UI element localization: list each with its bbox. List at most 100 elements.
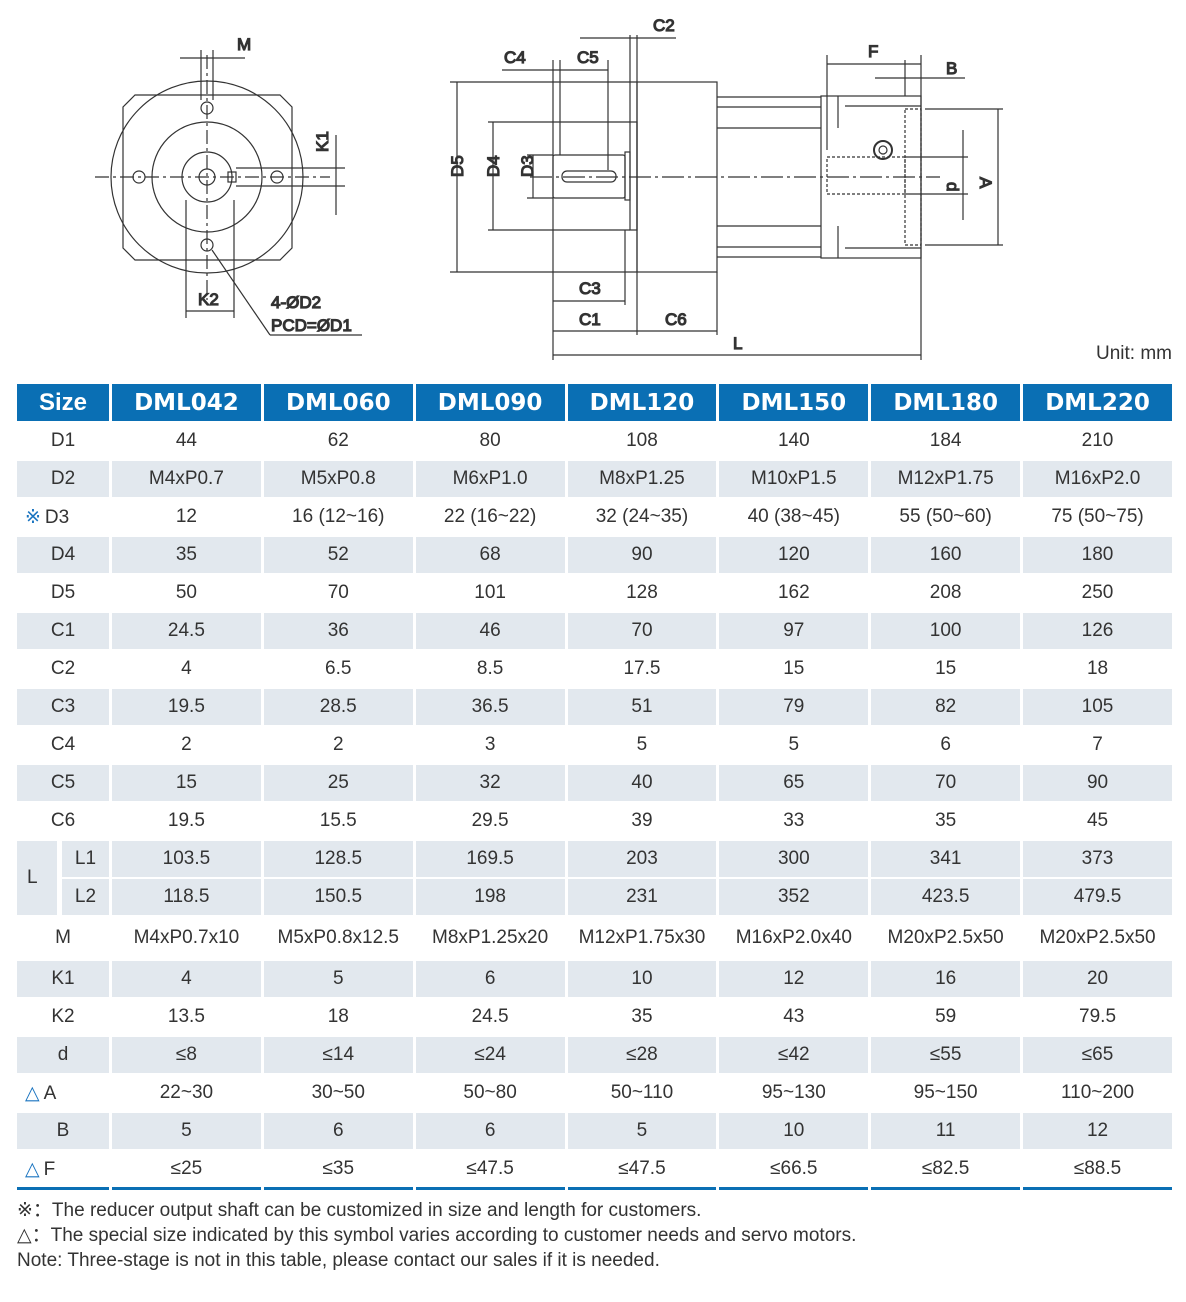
- table-cell: 82: [871, 689, 1021, 727]
- table-cell: 373: [1023, 841, 1172, 879]
- row-label: △ F: [17, 1151, 109, 1190]
- row-label: d: [17, 1037, 109, 1075]
- row-label-text: d: [57, 1044, 69, 1065]
- table-cell: 203: [567, 841, 717, 879]
- row-label: D1: [17, 423, 109, 461]
- row-label: D4: [17, 537, 109, 575]
- row-label-text: B: [56, 1120, 70, 1141]
- table-cell: 19.5: [112, 689, 261, 727]
- table-row: C1 24.5 36 46 70 97 100 126: [17, 613, 1172, 651]
- table-cell: 140: [719, 423, 869, 461]
- table-cell: 70: [871, 765, 1021, 803]
- row-label: C2: [17, 651, 109, 689]
- table-cell: M16xP2.0: [1023, 461, 1172, 499]
- table-cell: M5xP0.8x12.5: [263, 917, 413, 961]
- table-cell: 95~150: [871, 1075, 1021, 1113]
- table-cell: M10xP1.5: [719, 461, 869, 499]
- table-cell: 28.5: [263, 689, 413, 727]
- table-cell: 4: [112, 651, 261, 689]
- side-view: [450, 35, 1003, 360]
- label-k2: K2: [198, 290, 219, 309]
- header-model: DML220: [1023, 384, 1172, 423]
- table-cell: ≤28: [567, 1037, 717, 1075]
- row-label-text: K1: [51, 968, 75, 989]
- header-model: DML042: [112, 384, 261, 423]
- label-l: L: [733, 334, 742, 353]
- row-label-text: D1: [50, 430, 76, 451]
- table-cell: 11: [871, 1113, 1021, 1151]
- table-cell: 2: [112, 727, 261, 765]
- table-cell: 65: [719, 765, 869, 803]
- row-label-text: A: [43, 1082, 57, 1104]
- table-cell: 6: [415, 1113, 565, 1151]
- table-cell: 198: [415, 879, 565, 917]
- table-cell: 80: [415, 423, 565, 461]
- label-pcd: PCD=ØD1: [271, 316, 352, 335]
- table-cell: 128.5: [263, 841, 413, 879]
- table-cell: 79.5: [1023, 999, 1172, 1037]
- table-cell: 70: [567, 613, 717, 651]
- table-cell: 128: [567, 575, 717, 613]
- table-cell: M12xP1.75x30: [567, 917, 717, 961]
- table-cell: 118.5: [112, 879, 261, 917]
- table-cell: 105: [1023, 689, 1172, 727]
- footnote-mark-icon: ※: [25, 506, 41, 528]
- row-label: C4: [17, 727, 109, 765]
- table-cell: 36: [263, 613, 413, 651]
- table-row: L2 118.5 150.5 198 231 352 423.5 479.5: [17, 879, 1172, 917]
- table-cell: 51: [567, 689, 717, 727]
- table-cell: 55 (50~60): [871, 499, 1021, 537]
- table-cell: 25: [263, 765, 413, 803]
- row-label-text: D2: [50, 468, 76, 489]
- table-cell: M4xP0.7: [112, 461, 261, 499]
- table-cell: 35: [567, 999, 717, 1037]
- table-row: △ A 22~30 30~50 50~80 50~110 95~130 95~150 110~2…: [17, 1075, 1172, 1113]
- row-label-text: F: [43, 1158, 56, 1180]
- label-b: B: [946, 59, 957, 78]
- table-cell: 44: [112, 423, 261, 461]
- table-cell: 210: [1023, 423, 1172, 461]
- table-cell: 5: [112, 1113, 261, 1151]
- table-cell: M16xP2.0x40: [719, 917, 869, 961]
- table-cell: 7: [1023, 727, 1172, 765]
- table-cell: 59: [871, 999, 1021, 1037]
- note-three-stage: Note: Three-stage is not in this table, …: [17, 1250, 660, 1271]
- row-label-text: C6: [50, 810, 76, 831]
- row-label: ※ D3: [17, 499, 109, 537]
- table-cell: 5: [567, 727, 717, 765]
- table-cell: 16 (12~16): [263, 499, 413, 537]
- table-cell: 6: [871, 727, 1021, 765]
- table-cell: 180: [1023, 537, 1172, 575]
- table-cell: 24.5: [415, 999, 565, 1037]
- table-row: C2 4 6.5 8.5 17.5 15 15 18: [17, 651, 1172, 689]
- table-row: D5 50 70 101 128 162 208 250: [17, 575, 1172, 613]
- table-cell: 208: [871, 575, 1021, 613]
- table-row: C4 2 2 3 5 5 6 7: [17, 727, 1172, 765]
- label-f: F: [868, 42, 878, 61]
- table-cell: 35: [112, 537, 261, 575]
- table-row: B 5 6 6 5 10 11 12: [17, 1113, 1172, 1151]
- table-cell: ≤88.5: [1023, 1151, 1172, 1190]
- row-label-text: L1: [74, 848, 97, 869]
- row-label-text: M: [55, 927, 71, 948]
- header-size: Size: [17, 384, 109, 423]
- table-row: C5 15 25 32 40 65 70 90: [17, 765, 1172, 803]
- label-c2: C2: [653, 16, 675, 35]
- table-cell: 126: [1023, 613, 1172, 651]
- table-cell: 36.5: [415, 689, 565, 727]
- header-model: DML090: [415, 384, 565, 423]
- table-cell: 50~80: [415, 1075, 565, 1113]
- table-cell: 184: [871, 423, 1021, 461]
- table-cell: 4: [112, 961, 261, 999]
- group-label: L: [17, 841, 57, 917]
- header-model: DML150: [719, 384, 869, 423]
- row-label: M: [17, 917, 109, 961]
- table-cell: ≤35: [263, 1151, 413, 1190]
- table-cell: 3: [415, 727, 565, 765]
- row-label: K1: [17, 961, 109, 999]
- table-cell: 6: [263, 1113, 413, 1151]
- table-cell: 160: [871, 537, 1021, 575]
- table-cell: 162: [719, 575, 869, 613]
- table-cell: 45: [1023, 803, 1172, 841]
- table-cell: 15: [719, 651, 869, 689]
